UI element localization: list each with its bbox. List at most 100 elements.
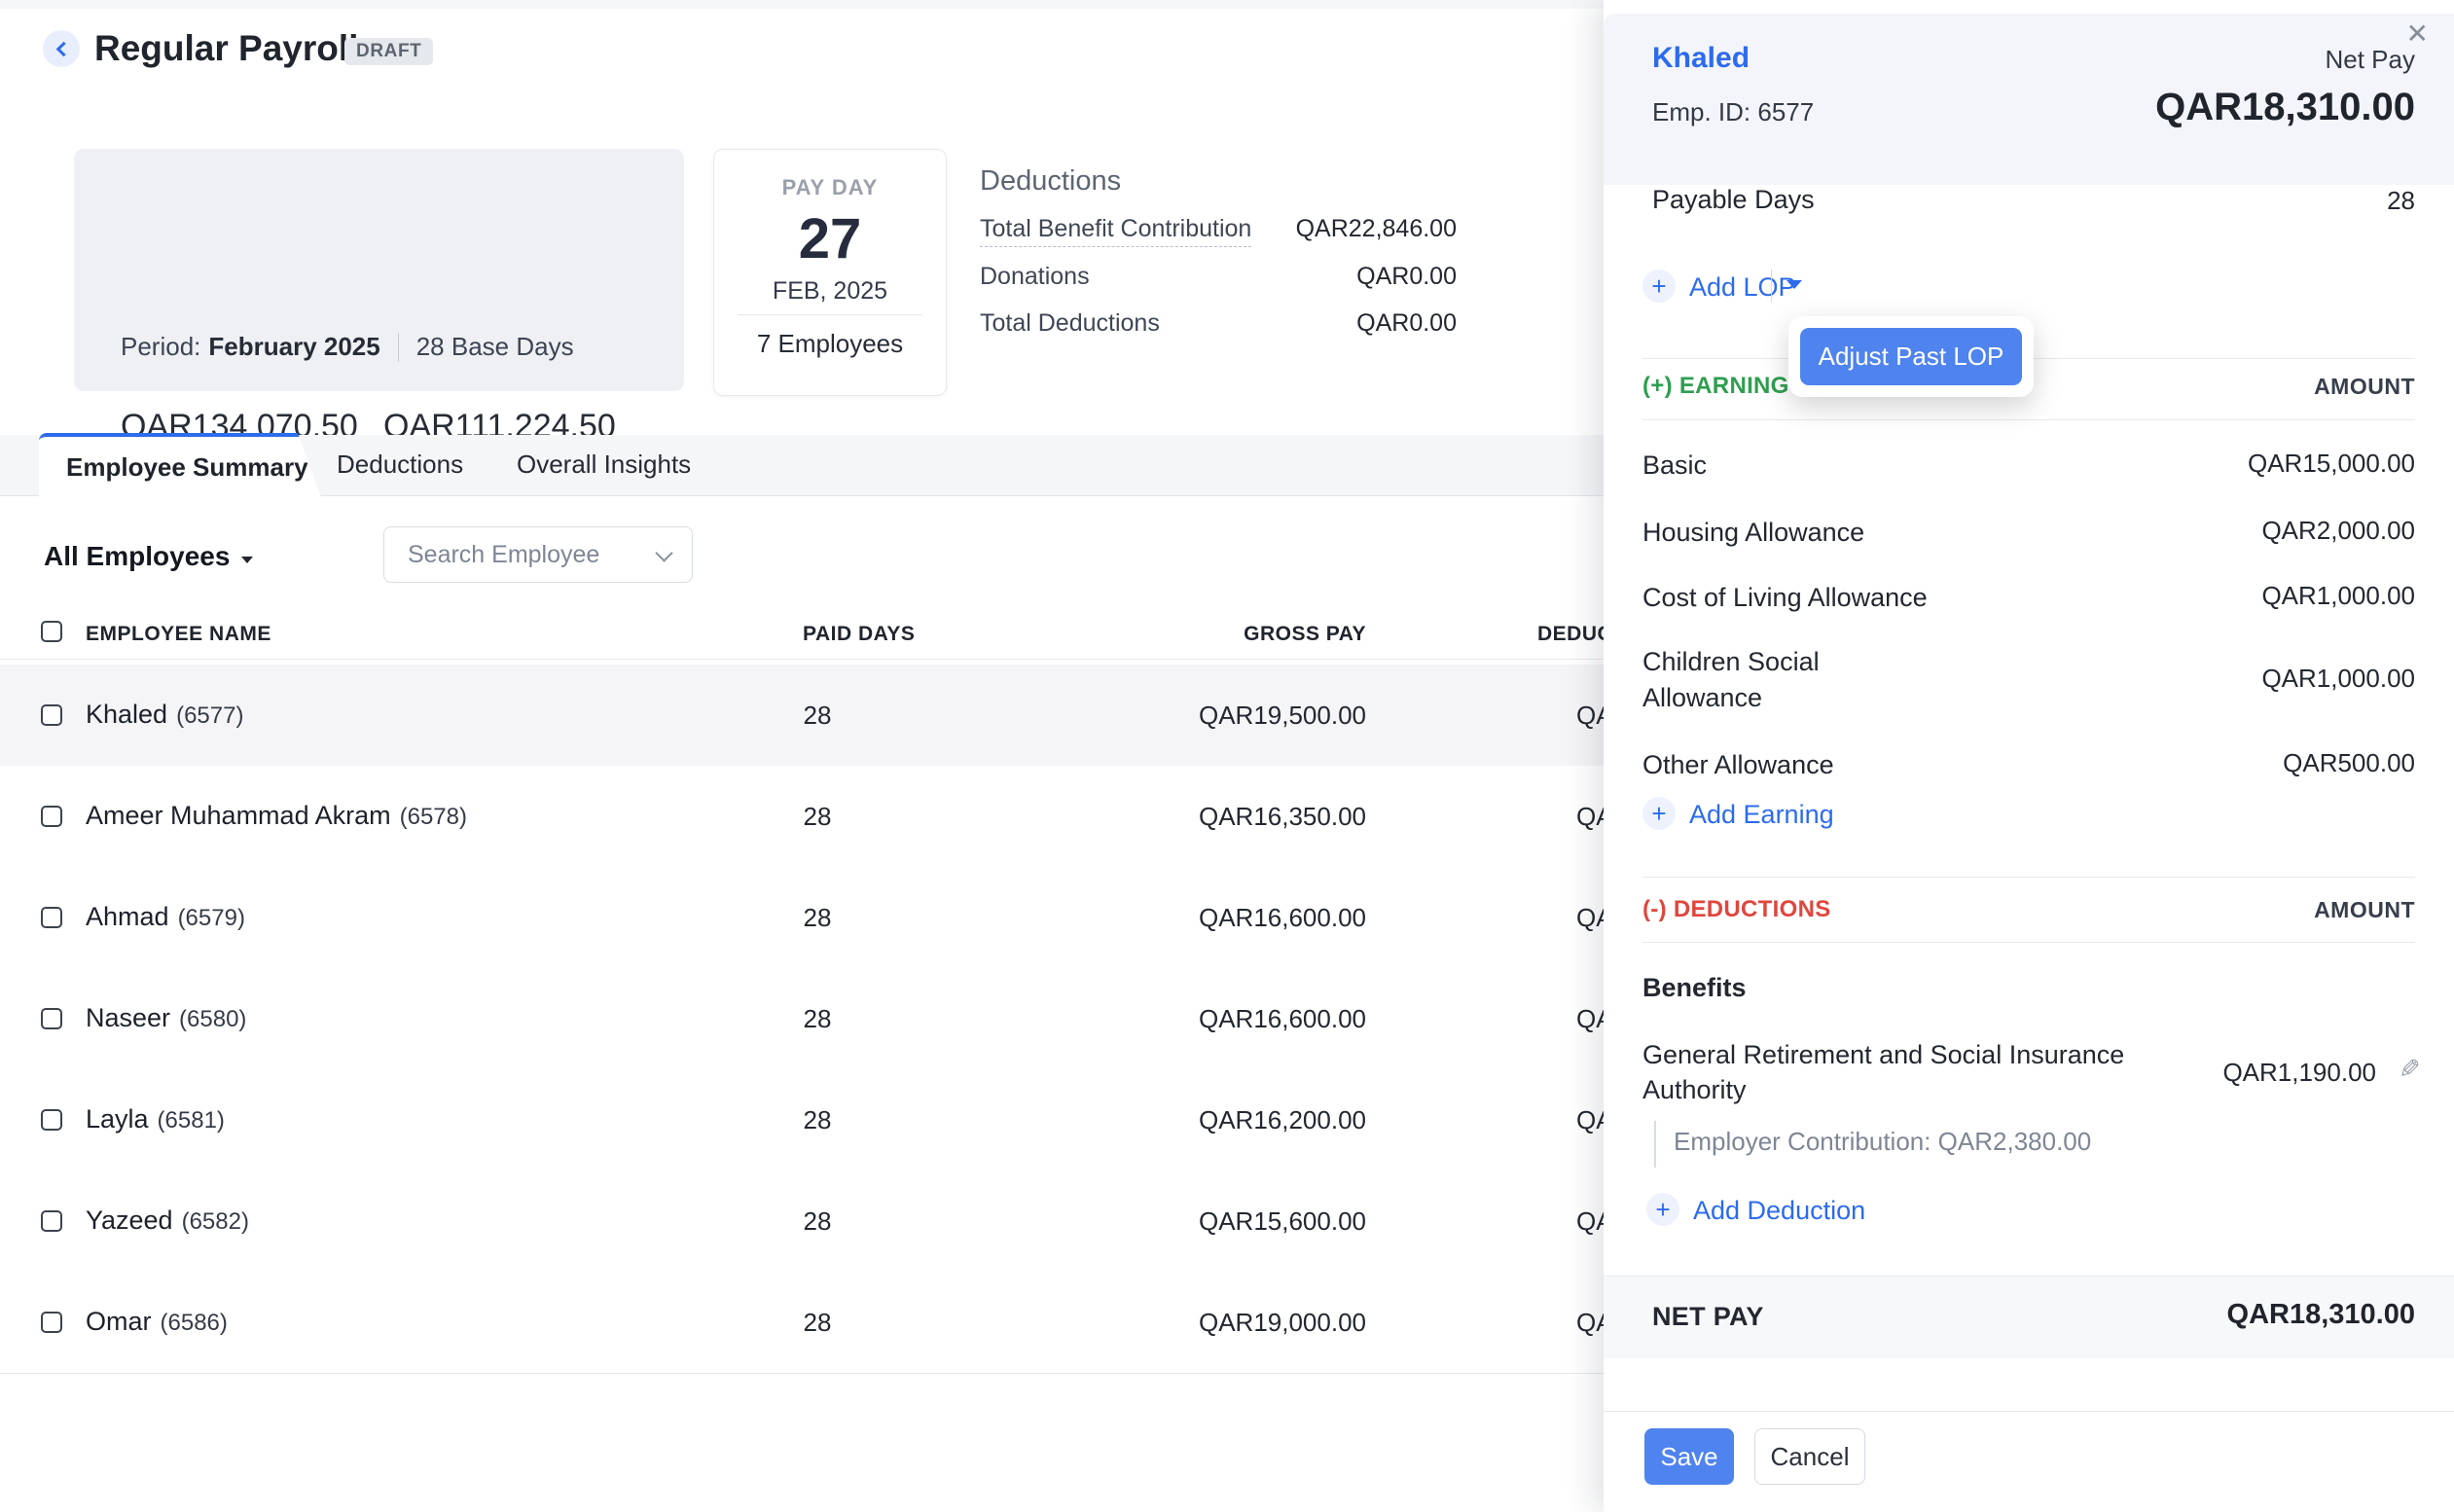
table-row[interactable]: Layla (6581) 28 QAR16,200.00 QA — [0, 1069, 1604, 1170]
employee-id: (6582) — [181, 1208, 249, 1235]
employee-name[interactable]: Ahmad — [86, 902, 169, 931]
divider — [1642, 419, 2415, 420]
employee-name[interactable]: Layla — [86, 1104, 149, 1134]
row-checkbox[interactable] — [41, 907, 62, 928]
close-icon[interactable]: ✕ — [2405, 18, 2429, 49]
gross-pay-value: QAR16,200.00 — [1198, 1105, 1366, 1134]
earning-value: QAR15,000.00 — [2247, 449, 2415, 478]
adjust-past-lop-button[interactable]: Adjust Past LOP — [1800, 328, 2022, 385]
employer-contribution-note: Employer Contribution: QAR2,380.00 — [1674, 1127, 2092, 1156]
employee-id: (6577) — [176, 702, 244, 729]
donations-label: Donations — [980, 263, 1090, 290]
paid-days-value: 28 — [803, 903, 832, 932]
employee-name[interactable]: Omar — [86, 1307, 152, 1336]
tab-overall-insights[interactable]: Overall Insights — [517, 450, 692, 479]
payable-days-value: 28 — [2387, 186, 2415, 215]
period-label: Period: — [121, 332, 201, 361]
employee-search-combobox[interactable] — [383, 526, 693, 583]
cancel-button[interactable]: Cancel — [1754, 1428, 1865, 1485]
gross-pay-value: QAR15,600.00 — [1198, 1206, 1366, 1236]
earning-label: Children Social Allowance — [1642, 647, 1820, 712]
employee-name[interactable]: Naseer — [86, 1003, 171, 1032]
all-employees-dropdown[interactable]: All Employees — [44, 541, 254, 572]
chevron-down-icon — [241, 556, 254, 563]
column-deductions-clipped: DEDUC — [1537, 623, 1604, 645]
tab-employee-summary[interactable]: Employee Summary — [39, 433, 321, 497]
earning-label: Cost of Living Allowance — [1642, 583, 1928, 612]
add-deduction-button[interactable]: Add Deduction — [1693, 1196, 1866, 1225]
period-line: Period: February 2025 28 Base Days — [121, 332, 574, 362]
employee-name[interactable]: Ameer Muhammad Akram — [86, 801, 391, 830]
plus-icon[interactable]: + — [1646, 1193, 1679, 1226]
row-checkbox[interactable] — [41, 1312, 62, 1333]
employee-id: (6579) — [177, 905, 245, 931]
table-row[interactable]: Ahmad (6579) 28 QAR16,600.00 QA — [0, 867, 1604, 968]
employee-name[interactable]: Khaled — [86, 700, 168, 729]
plus-icon[interactable]: + — [1642, 797, 1676, 830]
add-lop-button[interactable]: Add LOP — [1689, 272, 1796, 302]
table-row[interactable]: Ameer Muhammad Akram (6578) 28 QAR16,350.… — [0, 766, 1604, 867]
paid-days-value: 28 — [803, 1004, 832, 1033]
base-days: 28 Base Days — [415, 332, 574, 361]
employee-id: (6586) — [160, 1310, 228, 1336]
column-gross-pay: GROSS PAY — [1244, 623, 1366, 645]
add-earning-button[interactable]: Add Earning — [1689, 800, 1834, 829]
search-employee-input[interactable] — [408, 527, 651, 582]
total-benefit-contribution-label[interactable]: Total Benefit Contribution — [980, 215, 1252, 247]
divider — [1654, 1121, 1656, 1168]
employee-pay-drawer: ✕ Khaled Net Pay Emp. ID: 6577 QAR18,310… — [1604, 0, 2454, 1512]
deductions-amount-header: AMOUNT — [2314, 897, 2415, 922]
payday-month-year: FEB, 2025 — [772, 277, 888, 305]
table-row[interactable]: Khaled (6577) 28 QAR19,500.00 QA — [0, 665, 1604, 766]
column-paid-days: PAID DAYS — [803, 623, 916, 645]
add-lop-dropdown-caret[interactable] — [1786, 280, 1802, 289]
drawer-net-pay-amount: QAR18,310.00 — [2155, 86, 2415, 128]
table-bottom-border — [0, 1373, 1604, 1374]
row-checkbox[interactable] — [41, 1210, 62, 1232]
top-strip — [0, 0, 1604, 9]
employee-name[interactable]: Yazeed — [86, 1206, 173, 1235]
total-deductions-value: QAR0.00 — [1356, 309, 1457, 337]
paid-days-value: 28 — [803, 1105, 832, 1134]
save-button[interactable]: Save — [1644, 1428, 1734, 1485]
earning-label: Basic — [1642, 450, 1708, 480]
row-checkbox[interactable] — [41, 806, 62, 827]
payable-days-label: Payable Days — [1652, 185, 1815, 214]
gross-pay-value: QAR19,000.00 — [1198, 1308, 1366, 1337]
table-row[interactable]: Yazeed (6582) 28 QAR15,600.00 QA — [0, 1170, 1604, 1272]
earning-label: Housing Allowance — [1642, 518, 1865, 547]
table-header: EMPLOYEE NAME PAID DAYS GROSS PAY DEDUC — [0, 609, 1604, 660]
deductions-value-clipped: QA — [1576, 802, 1604, 831]
add-lop-dropdown-menu: Adjust Past LOP — [1788, 316, 2034, 397]
total-benefit-contribution-value: QAR22,846.00 — [1295, 215, 1457, 242]
total-deductions-label: Total Deductions — [980, 309, 1160, 337]
row-checkbox[interactable] — [41, 1008, 62, 1029]
donations-value: QAR0.00 — [1356, 263, 1457, 290]
select-all-checkbox[interactable] — [41, 621, 62, 642]
edit-pencil-icon[interactable]: ✎ — [2399, 1055, 2421, 1084]
column-employee-name: EMPLOYEE NAME — [86, 623, 271, 645]
drawer-employee-name-link[interactable]: Khaled — [1652, 42, 1750, 74]
tab-deductions[interactable]: Deductions — [337, 450, 464, 479]
drawer-header — [1604, 14, 2454, 185]
employee-id: (6581) — [157, 1107, 225, 1134]
row-checkbox[interactable] — [41, 1109, 62, 1131]
employee-id: (6580) — [179, 1006, 247, 1032]
divider — [397, 332, 399, 362]
earning-value: QAR500.00 — [2283, 748, 2415, 777]
row-checkbox[interactable] — [41, 704, 62, 726]
plus-icon[interactable]: + — [1642, 270, 1676, 303]
table-row[interactable]: Naseer (6580) 28 QAR16,600.00 QA — [0, 968, 1604, 1069]
period-value: February 2025 — [208, 332, 380, 361]
earnings-amount-header: AMOUNT — [2314, 374, 2415, 399]
back-button[interactable] — [43, 30, 80, 67]
divider — [1771, 270, 1772, 303]
benefits-group-label: Benefits — [1642, 973, 1747, 1002]
gross-pay-value: QAR16,350.00 — [1198, 802, 1366, 831]
drawer-net-pay-label: Net Pay — [2325, 45, 2416, 74]
earning-value: QAR1,000.00 — [2261, 581, 2415, 610]
table-row[interactable]: Omar (6586) 28 QAR19,000.00 QA — [0, 1272, 1604, 1373]
drawer-employee-id: Emp. ID: 6577 — [1652, 97, 1815, 126]
main-content: Regular Payroll DRAFT Period: February 2… — [0, 0, 1604, 1374]
deduction-value: QAR1,190.00 — [2222, 1058, 2376, 1087]
